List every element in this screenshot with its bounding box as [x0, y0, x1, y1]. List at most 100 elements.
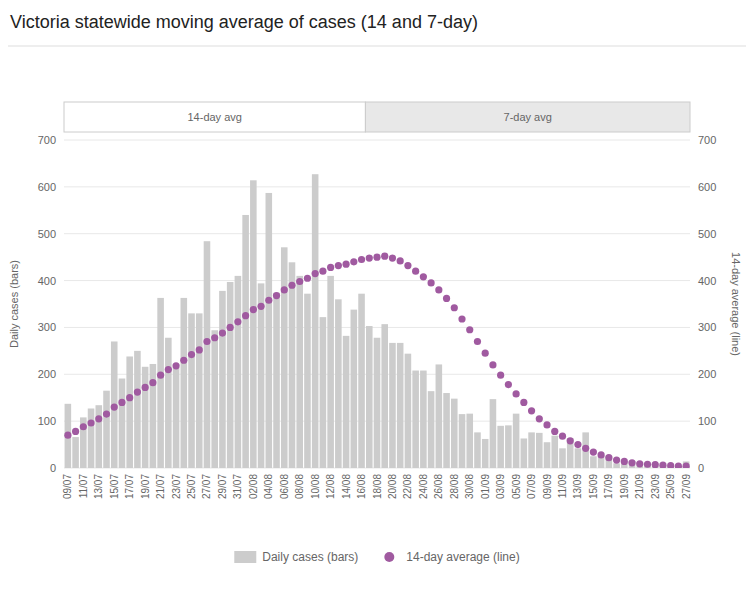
dot	[95, 415, 102, 422]
bar	[273, 293, 280, 468]
dot	[319, 268, 326, 275]
bar	[266, 193, 273, 468]
bar	[451, 399, 458, 468]
dot	[80, 423, 87, 430]
title-rule	[8, 46, 746, 47]
bar	[142, 367, 149, 468]
grid-line	[64, 280, 690, 281]
y-axis-label: Daily cases (bars)	[8, 260, 20, 348]
legend-label: 14-day average (line)	[406, 550, 519, 564]
dot	[458, 315, 465, 322]
grid-line	[64, 186, 690, 187]
bar	[95, 405, 102, 468]
dot	[644, 461, 651, 468]
x-tick-label: 21/09	[634, 474, 645, 499]
x-tick-label: 15/09	[588, 474, 599, 499]
x-tick-label: 04/08	[263, 474, 274, 499]
dot	[126, 394, 133, 401]
dot	[64, 432, 71, 439]
dot	[188, 351, 195, 358]
bar	[490, 399, 497, 468]
bar	[559, 448, 566, 468]
x-tick-label: 28/08	[449, 474, 460, 499]
dot	[142, 384, 149, 391]
dot	[203, 338, 210, 345]
dot	[242, 312, 249, 319]
dot	[397, 257, 404, 264]
dot	[543, 421, 550, 428]
bar	[181, 298, 188, 468]
bar	[289, 262, 296, 468]
x-tick-label: 16/08	[356, 474, 367, 499]
bar	[482, 439, 489, 468]
bar	[296, 276, 303, 468]
bar	[466, 414, 473, 468]
x-tick-label: 19/09	[619, 474, 630, 499]
bar	[258, 283, 265, 468]
bar	[250, 180, 257, 468]
bar	[590, 456, 597, 468]
bar	[103, 391, 110, 468]
legend-swatch	[384, 552, 394, 562]
dot	[180, 357, 187, 364]
bar	[150, 364, 157, 468]
dot	[296, 278, 303, 285]
dot	[652, 461, 659, 468]
dot	[667, 462, 674, 468]
dot	[342, 261, 349, 268]
series-scatter	[64, 253, 689, 468]
y-tick-label: 400	[38, 275, 56, 287]
dot	[227, 324, 234, 331]
series-bar	[65, 174, 690, 468]
bar	[374, 338, 381, 468]
dot	[598, 451, 605, 458]
y-tick-label: 0	[50, 462, 56, 474]
bar	[219, 291, 226, 468]
dot	[489, 361, 496, 368]
marks	[64, 174, 689, 468]
dot	[675, 463, 682, 468]
dot	[574, 441, 581, 448]
dot	[366, 254, 373, 261]
y-tick-label: 300	[38, 321, 56, 333]
x-tick-label: 06/08	[279, 474, 290, 499]
dot	[234, 318, 241, 325]
x-tick-label: 17/07	[124, 474, 135, 499]
dot	[412, 268, 419, 275]
x-tick-label: 10/08	[310, 474, 321, 499]
chart: Victoria statewide moving average of cas…	[0, 0, 754, 594]
x-tick-label: 23/09	[650, 474, 661, 499]
dot	[435, 286, 442, 293]
bar	[381, 324, 388, 468]
dot	[636, 460, 643, 467]
bar	[436, 364, 443, 468]
y-tick-label: 200	[38, 368, 56, 380]
bar	[204, 241, 211, 468]
bar	[157, 298, 164, 468]
x-tick-label: 26/08	[433, 474, 444, 499]
bar	[165, 338, 172, 468]
dot	[335, 262, 342, 269]
dot	[350, 258, 357, 265]
dot	[621, 458, 628, 465]
bar	[582, 432, 589, 468]
x-tick-label: 13/07	[93, 474, 104, 499]
y2-axis-label: 14-day average (line)	[730, 252, 742, 356]
bar	[72, 437, 79, 468]
dot	[250, 306, 257, 313]
y-tick-label: 600	[38, 181, 56, 193]
dot	[157, 372, 164, 379]
bar	[312, 174, 319, 468]
dot	[551, 428, 558, 435]
dot	[582, 445, 589, 452]
dot	[528, 407, 535, 414]
bar	[88, 408, 95, 468]
y-tick-label: 700	[38, 134, 56, 146]
x-tick-label: 20/08	[387, 474, 398, 499]
bar	[65, 404, 72, 468]
dot	[327, 264, 334, 271]
bar	[567, 438, 574, 468]
y2-tick-label: 400	[698, 275, 716, 287]
y2-tick-label: 0	[698, 462, 704, 474]
dot	[103, 411, 110, 418]
